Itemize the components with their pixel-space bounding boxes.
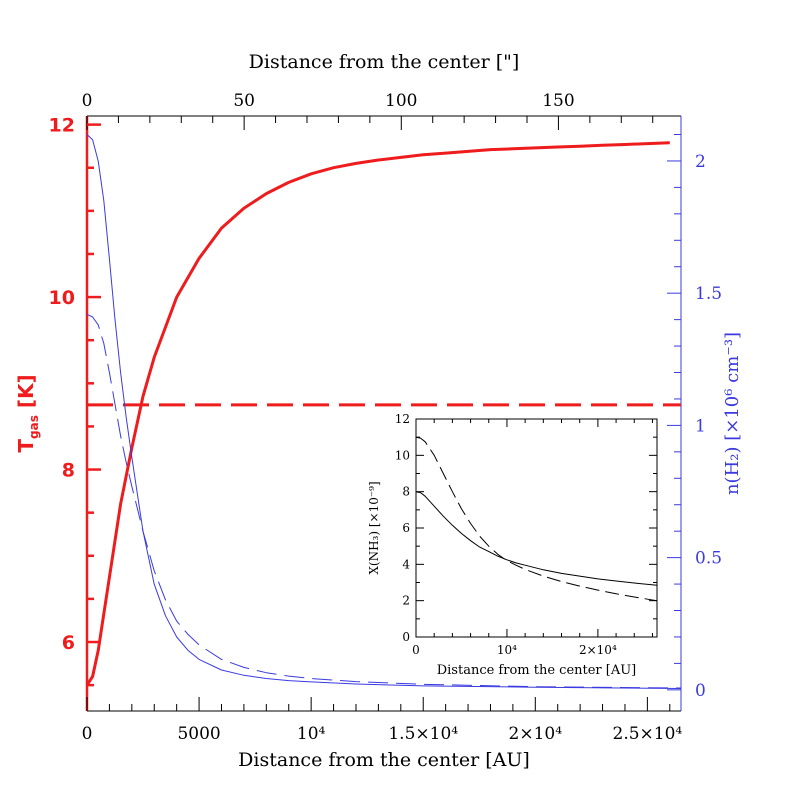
x-tick-label: 1.5×10⁴ — [388, 724, 458, 744]
x-tick-label: 0 — [82, 724, 93, 744]
inset-y-tick-label: 6 — [402, 521, 410, 535]
x-axis-title: Distance from the center [AU] — [238, 749, 530, 771]
inset-y-tick-label: 8 — [402, 485, 410, 499]
inset-y-tick-label: 12 — [395, 412, 410, 426]
x-tick-label: 2.5×10⁴ — [613, 724, 683, 744]
inset-series-group — [415, 436, 658, 602]
y-right-tick-label: 0 — [695, 681, 706, 701]
inset-frame — [415, 418, 658, 638]
y-left-axis-title: Tgas [K] — [14, 374, 41, 452]
inset-chart — [415, 418, 658, 638]
main-series-group — [85, 134, 682, 689]
y-left-title-main: T — [14, 439, 38, 453]
x-tick-label: 5000 — [177, 724, 220, 744]
y-left-tick-label: 8 — [62, 460, 75, 482]
y-right-tick-label: 1.5 — [695, 284, 722, 304]
x2-axis-title: Distance from the center ["] — [249, 51, 520, 73]
y-left-title-sub: gas — [27, 415, 41, 439]
inset-y-tick-label: 2 — [402, 594, 410, 608]
main-chart — [85, 115, 682, 712]
y-left-tick-label: 12 — [49, 115, 75, 137]
x-tick-label: 2×10⁴ — [509, 724, 563, 744]
y-right-tick-label: 2 — [695, 152, 706, 172]
y-left-title-unit: [K] — [14, 374, 38, 415]
inset-series-dashed — [415, 436, 658, 602]
y-left-tick-label: 10 — [49, 287, 75, 309]
x2-tick-label: 150 — [542, 91, 574, 111]
x2-tick-label: 0 — [82, 91, 93, 111]
inset-y-tick-label: 10 — [395, 448, 410, 462]
inset-x-axis-title: Distance from the center [AU] — [437, 663, 637, 678]
inset-series-solid — [415, 491, 658, 586]
main-series-blue-solid — [86, 134, 682, 689]
inset-x-tick-label: 2×10⁴ — [579, 643, 617, 657]
inset-x-tick-label: 0 — [412, 643, 420, 657]
y-left-tick-label: 6 — [62, 632, 75, 654]
inset-x-tick-label: 10⁴ — [497, 643, 517, 657]
y-right-axis-title: n(H₂) [×10⁶ cm⁻³] — [722, 332, 743, 495]
inset-y-tick-label: 0 — [402, 630, 410, 644]
inset-y-axis-title: X(NH₃) [×10⁻⁹] — [367, 481, 381, 574]
inset-y-tick-label: 4 — [402, 557, 410, 571]
y-right-tick-label: 1 — [695, 416, 706, 436]
x-tick-label: 10⁴ — [297, 724, 326, 744]
main-series-blue-dashed — [86, 313, 682, 689]
main-series-red-solid — [85, 141, 670, 686]
x2-tick-label: 100 — [385, 91, 417, 111]
x2-tick-label: 50 — [233, 91, 255, 111]
y-right-tick-label: 0.5 — [695, 549, 722, 569]
